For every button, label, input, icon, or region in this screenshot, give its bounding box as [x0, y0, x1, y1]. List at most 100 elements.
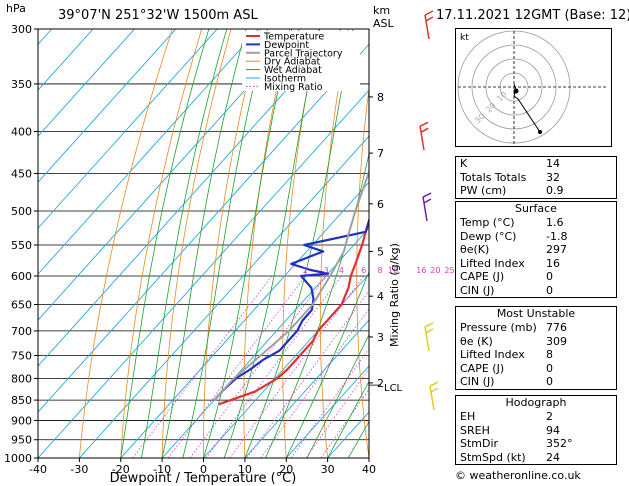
mixing-ratio-line [229, 275, 365, 458]
isotherm [38, 29, 259, 275]
surface-panel: Surface Temp (°C) 1.6 Dewp (°C) -1.8 θe(K)… [455, 201, 617, 298]
surface-row: Lifted Index 16 [460, 256, 560, 270]
most-unstable-panel: Most Unstable Pressure (mb) 776 θe (K) 309… [455, 306, 617, 390]
hodograph-ring-label: 10 [495, 90, 509, 104]
series-dewpoint [213, 217, 369, 401]
surface-row: Temp (°C) 1.6 [460, 216, 564, 229]
altitude-tick-label: 5 [377, 245, 384, 258]
wet-adiabat [285, 270, 369, 458]
legend-item: Temperature [263, 32, 324, 43]
dry-adiabat [426, 29, 452, 458]
isotherm [203, 273, 369, 458]
temperature-tick-label: -30 [70, 463, 88, 476]
index-row: PW (cm) 0.9 [460, 184, 564, 197]
altitude-tick-label: 2 [377, 377, 384, 390]
wet-adiabat [223, 29, 321, 458]
mixing-ratio-label: 10 [388, 266, 398, 275]
pressure-tick-label: 400 [11, 126, 32, 139]
surface-row: Dewp (°C) -1.8 [460, 229, 568, 243]
most-unstable-title: Most Unstable [496, 307, 576, 320]
dry-adiabat [356, 85, 369, 458]
hodograph-trace [513, 83, 541, 133]
hodograph-stats-row: SREH 94 [460, 423, 560, 437]
temperature-tick-label: 0 [200, 463, 207, 476]
hodograph-panel: kt 10 20 30 [455, 28, 612, 147]
pressure-tick-label: 750 [11, 349, 32, 362]
isotherm [38, 29, 301, 321]
pressure-tick-label: 950 [11, 434, 32, 447]
pressure-tick-label: 600 [11, 270, 32, 283]
temperature-tick-label: 10 [238, 463, 252, 476]
series-temperature [218, 217, 369, 406]
wind-barb [422, 196, 428, 222]
hodograph-stats-row: StmSpd (kt) 24 [460, 450, 560, 464]
wind-barb [430, 387, 439, 393]
wind-barb [425, 16, 434, 22]
dry-adiabat [120, 29, 203, 458]
pressure-tick-label: 850 [11, 394, 32, 407]
hodograph-kt-label: kt [460, 33, 469, 43]
hodograph-stats-panel: Hodograph EH 2 SREH 94 StmDir 352° StmSpd (… [455, 395, 617, 465]
pressure-tick-label: 500 [11, 205, 32, 218]
index-row: Totals Totals 32 [460, 170, 560, 184]
mixing-ratio-axis-label: Mixing Ratio (g/kg) [388, 243, 401, 347]
hodograph-point [538, 130, 542, 134]
dry-adiabat [161, 29, 232, 458]
temperature-tick-label: -10 [153, 463, 171, 476]
wet-adiabat [244, 29, 354, 458]
isotherm [38, 29, 342, 367]
wet-adiabat [203, 29, 293, 458]
pressure-tick-label: 300 [11, 23, 32, 36]
wind-barb [424, 326, 430, 352]
dry-adiabat [203, 29, 261, 458]
mixing-ratio-line [205, 275, 342, 458]
wind-barb [429, 381, 439, 387]
temperature-tick-label: 30 [321, 463, 335, 476]
temperature-tick-label: 20 [279, 463, 293, 476]
isotherm [285, 365, 369, 458]
isotherm [38, 89, 369, 458]
pressure-tick-label: 700 [11, 325, 32, 338]
wet-adiabat [182, 29, 268, 458]
wind-barb [424, 14, 430, 40]
temperature-tick-label: 40 [362, 463, 376, 476]
mixing-ratio-label: 8 [377, 266, 382, 275]
dry-adiabat [243, 29, 291, 458]
most-unstable-row: CAPE (J) 0 [460, 361, 553, 375]
wet-adiabat [141, 29, 228, 458]
dry-adiabat [282, 29, 320, 458]
hpa-label: hPa [6, 2, 26, 15]
pressure-tick-label: 1000 [4, 452, 32, 465]
wet-adiabat [120, 29, 210, 458]
mixing-ratio-label: 25 [444, 266, 454, 275]
isotherm [38, 29, 218, 229]
datetime-title: 17.11.2021 12GMT (Base: 12) [436, 8, 629, 23]
mixing-ratio-line [189, 275, 327, 458]
mixing-ratio-label: 3 [324, 266, 329, 275]
surface-row: CIN (J) 0 [460, 283, 553, 297]
pressure-tick-label: 800 [11, 372, 32, 385]
mixing-ratio-label: 6 [361, 266, 366, 275]
hodograph-stats-row: StmDir 352° [460, 437, 573, 450]
series-parcel-trajectory [213, 168, 369, 401]
mixing-ratio-label: 2 [303, 266, 308, 275]
legend-item: Mixing Ratio [264, 82, 323, 93]
legend-item: Wet Adiabat [264, 65, 322, 76]
wind-barb [425, 328, 434, 334]
mixing-ratio-line [320, 388, 369, 458]
pressure-tick-label: 550 [11, 239, 32, 252]
most-unstable-row: Pressure (mb) 776 [460, 321, 567, 334]
surface-title: Surface [515, 202, 557, 215]
pressure-tick-label: 900 [11, 414, 32, 427]
indices-panel: K 14 Totals Totals 32 PW (cm) 0.9 [455, 156, 617, 199]
hodograph-stats-row: EH 2 [460, 410, 553, 423]
location-title: 39°07'N 251°32'W 1500m ASL [58, 8, 258, 23]
hodograph-stats-title: Hodograph [505, 396, 567, 409]
mixing-ratio-label: 20 [430, 266, 440, 275]
altitude-tick-label: 6 [377, 198, 384, 211]
temperature-tick-label: -20 [112, 463, 130, 476]
plot-frame [37, 28, 370, 459]
km-label: km [373, 4, 390, 17]
isotherm [38, 43, 369, 413]
